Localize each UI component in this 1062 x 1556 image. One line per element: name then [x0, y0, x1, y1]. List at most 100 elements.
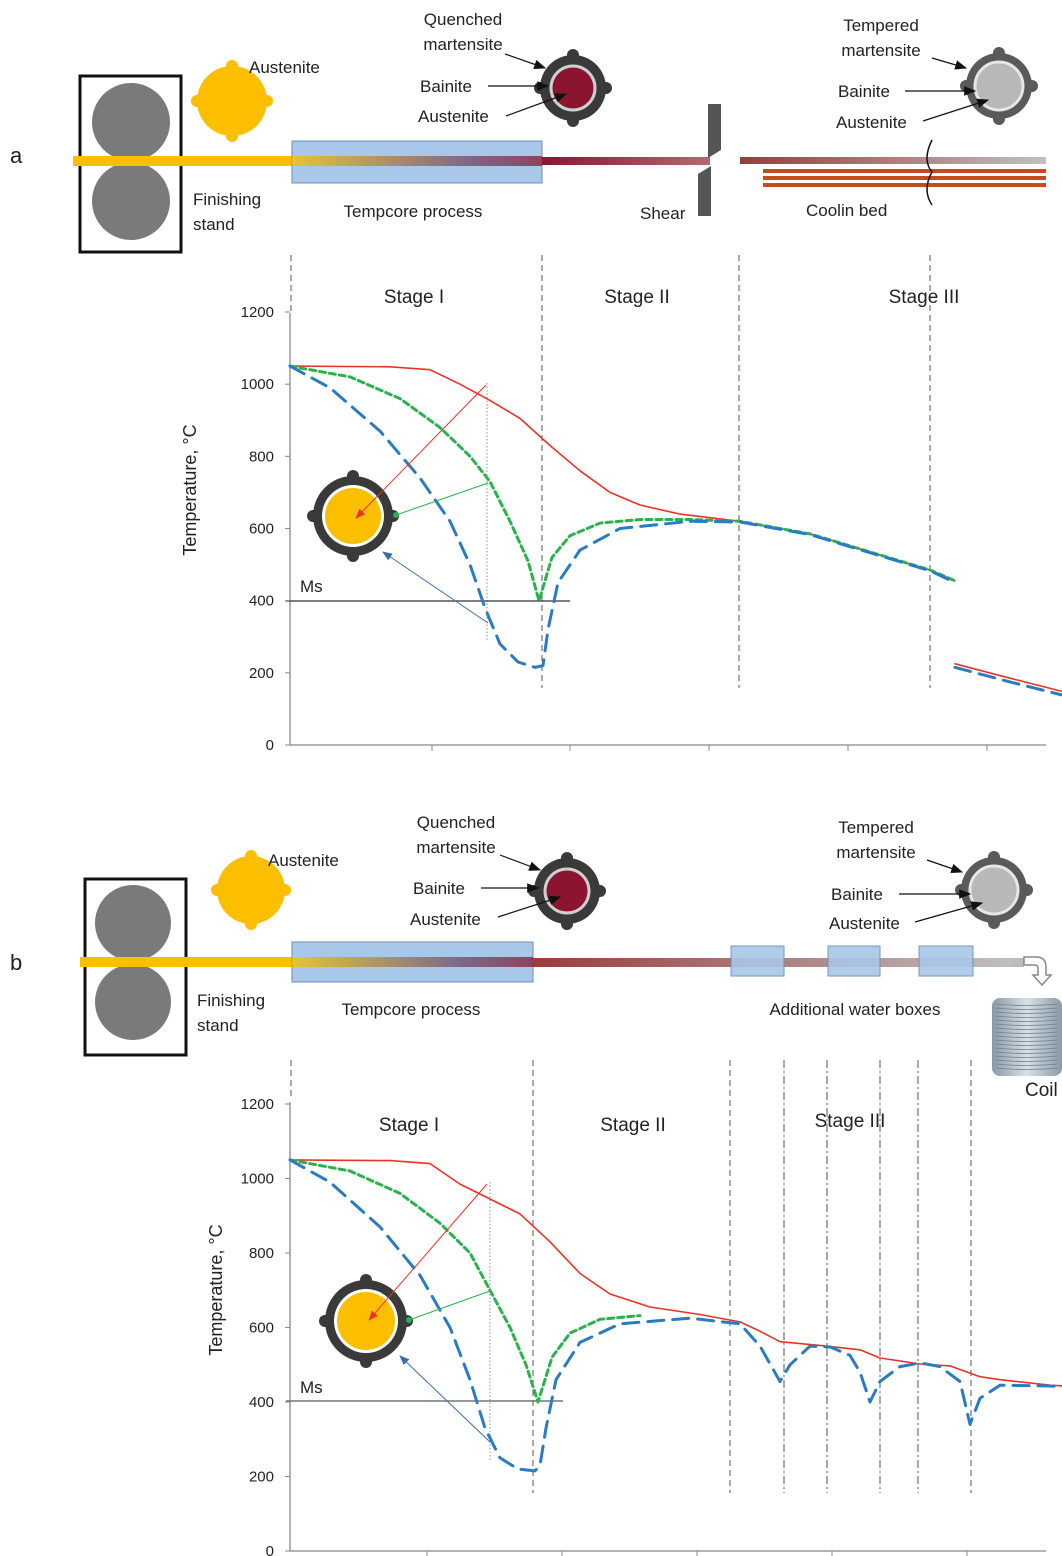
- coil-winding: [995, 1019, 1059, 1022]
- tempcore-label: Tempcore process: [344, 202, 483, 221]
- austenite-icon: [197, 66, 267, 136]
- coil-winding: [995, 1023, 1059, 1026]
- bainite-label: Bainite: [831, 885, 883, 904]
- section-icon: [360, 1274, 372, 1286]
- tempered-martensite-label: martensite: [836, 843, 915, 862]
- austenite-label: Austenite: [829, 914, 900, 933]
- shear-icon: [708, 104, 721, 158]
- tempered-bar-icon: [1021, 884, 1033, 896]
- panel-letter: a: [10, 143, 23, 168]
- y-tick-label: 1000: [241, 1171, 274, 1188]
- lower-roll: [95, 964, 171, 1040]
- austenite-icon: [279, 884, 291, 896]
- hot-bar: [73, 156, 293, 166]
- austenite-label: Austenite: [249, 58, 320, 77]
- tempered-bar-icon: [993, 47, 1005, 59]
- y-tick-label: 400: [249, 593, 274, 610]
- panel-letter: b: [10, 950, 22, 975]
- tempered-bar-icon: [1026, 80, 1038, 92]
- quenched-bar-icon: [549, 64, 597, 112]
- bainite-label: Bainite: [838, 82, 890, 101]
- coil-winding: [995, 1007, 1059, 1010]
- austenite-icon: [226, 130, 238, 142]
- water-box: [918, 945, 974, 977]
- y-tick-label: 1000: [241, 376, 274, 393]
- lower-roll: [92, 162, 170, 240]
- coil-winding: [995, 1011, 1059, 1014]
- austenite-icon: [217, 856, 285, 924]
- upper-roll: [95, 885, 171, 961]
- core-pointer: [399, 1355, 491, 1443]
- tempered-bar-icon: [960, 80, 972, 92]
- austenite-label: Austenite: [836, 113, 907, 132]
- y-tick-label: 1200: [241, 1096, 274, 1113]
- chart-a: Stage I Stage II Stage III Ms Temperatur…: [180, 255, 1062, 754]
- finishing-stand-label: Finishing: [197, 991, 265, 1010]
- cooling-bed-label: Coolin bed: [806, 201, 887, 220]
- surface-pointer: [368, 1183, 488, 1321]
- subsurface-temperature-line: [288, 364, 957, 603]
- section-icon: [307, 470, 399, 562]
- tempered-bar-icon: [973, 60, 1025, 112]
- subsurface-pointer: [408, 1290, 491, 1321]
- subsurface-dot: [393, 512, 399, 518]
- pointer-arrow: [931, 57, 968, 70]
- quenched-bar-icon: [528, 885, 540, 897]
- quenched-bar-icon: [567, 49, 579, 61]
- section-icon: [319, 1315, 331, 1327]
- water-box: [827, 945, 881, 977]
- y-axis-label: Temperature, °C: [180, 424, 200, 555]
- tick-group: 0 200 400 600 800 1000 1200: [241, 304, 988, 754]
- section-icon: [319, 1274, 413, 1368]
- austenite-label: Austenite: [410, 910, 481, 929]
- y-tick-label: 200: [249, 665, 274, 682]
- coil-winding: [995, 1067, 1059, 1070]
- series-group: [288, 364, 1062, 697]
- austenite-icon: [261, 95, 273, 107]
- tempered-martensite-label: martensite: [841, 41, 920, 60]
- coil-winding: [995, 1055, 1059, 1058]
- tick-group: 0 200 400 600 800 1000 1200: [241, 1096, 968, 1556]
- coil-icon: [992, 998, 1062, 1076]
- quenched-bar-icon: [600, 82, 612, 94]
- austenite-label: Austenite: [268, 851, 339, 870]
- quenched-bar-icon: [543, 867, 591, 915]
- coil-winding: [995, 1031, 1059, 1034]
- tempered-martensite-label: Tempered: [838, 818, 914, 837]
- water-box: [730, 945, 785, 977]
- austenite-icon: [191, 95, 203, 107]
- cooling-bed-bar: [763, 183, 1046, 187]
- core-pointer: [382, 551, 489, 624]
- hot-bar: [80, 957, 292, 967]
- finishing-stand-label: stand: [193, 215, 235, 234]
- pointer-arrow: [504, 53, 547, 69]
- austenite-icon: [211, 884, 223, 896]
- bar-in-tempcore: [292, 156, 542, 166]
- section-icon: [325, 488, 381, 544]
- subsurface-dot: [406, 1317, 412, 1323]
- stage-label: Stage I: [384, 287, 444, 308]
- tempered-bar: [1012, 958, 1024, 967]
- quenched-bar: [542, 157, 710, 165]
- finishing-stand-label: stand: [197, 1016, 239, 1035]
- quenched-bar-icon: [561, 918, 573, 930]
- upper-roll: [92, 83, 170, 161]
- tempcore-label: Tempcore process: [342, 1000, 481, 1019]
- finishing-stand-label: Finishing: [193, 190, 261, 209]
- bainite-label: Bainite: [420, 77, 472, 96]
- core-temperature-line: [288, 1158, 1062, 1473]
- y-tick-label: 600: [249, 521, 274, 538]
- break-mark: [926, 139, 933, 206]
- shear-icon: [698, 166, 711, 216]
- y-tick-label: 800: [249, 1245, 274, 1262]
- pointer-arrow: [497, 895, 562, 918]
- tempered-martensite-label: Tempered: [843, 16, 919, 35]
- tempered-bar-icon: [988, 851, 1000, 863]
- quenched-bar-icon: [567, 115, 579, 127]
- austenite-icon: [245, 850, 257, 862]
- y-tick-label: 0: [266, 1543, 274, 1556]
- tempered-bar-icon: [988, 917, 1000, 929]
- coil-winding: [995, 1039, 1059, 1042]
- subsurface-temperature-line: [288, 1158, 642, 1404]
- pointer-arrow: [926, 859, 964, 874]
